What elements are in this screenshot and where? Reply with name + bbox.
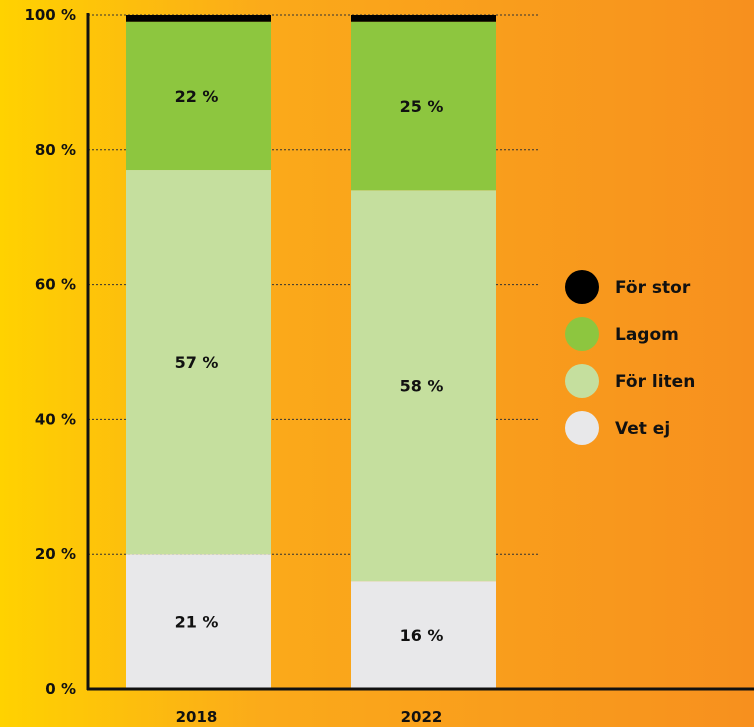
legend-swatch [565, 364, 599, 398]
legend-swatch [565, 317, 599, 351]
legend-label: Vet ej [615, 419, 670, 439]
y-tick-label: 40 % [35, 410, 76, 428]
bar-segment [126, 15, 271, 22]
y-tick-label: 80 % [35, 141, 76, 159]
bar-segment [351, 15, 496, 22]
legend-swatch [565, 411, 599, 445]
data-label: 57 % [175, 353, 219, 372]
bar-segment [351, 21, 496, 191]
legend: För stor Lagom För liten Vet ej [565, 270, 695, 445]
bar-segment [126, 170, 271, 555]
bar-segment [351, 190, 496, 582]
axes: 0 % 20 % 40 % 60 % 80 % 100 % 2018 2022 [24, 6, 754, 726]
data-label: 25 % [400, 97, 444, 116]
data-label: 22 % [175, 87, 219, 106]
legend-label: För liten [615, 372, 695, 392]
x-category-label: 2022 [401, 708, 443, 726]
y-tick-label: 60 % [35, 276, 76, 294]
data-labels: 21 % 57 % 22 % 16 % 58 % 25 % [175, 87, 444, 645]
bar-segment [126, 21, 271, 171]
legend-swatch [565, 270, 599, 304]
y-tick-label: 100 % [24, 6, 76, 24]
y-tick-label: 20 % [35, 545, 76, 563]
legend-label: För stor [615, 278, 691, 298]
bar-segment [126, 554, 271, 689]
data-label: 16 % [400, 626, 444, 645]
data-label: 58 % [400, 377, 444, 396]
x-category-label: 2018 [176, 708, 218, 726]
legend-label: Lagom [615, 325, 679, 345]
bars [126, 15, 496, 689]
y-tick-label: 0 % [45, 680, 76, 698]
bar-segment [351, 581, 496, 689]
data-label: 21 % [175, 613, 219, 632]
